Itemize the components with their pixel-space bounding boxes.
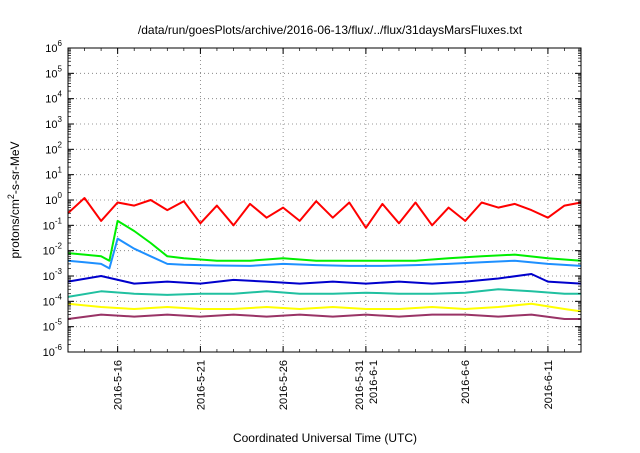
y-tick-label-exponent: 3 — [58, 115, 63, 124]
y-axis-label-post: -s-sr-MeV — [8, 141, 22, 194]
y-tick-label-exponent: 6 — [58, 39, 63, 48]
y-tick-label: 104 — [45, 90, 62, 106]
y-tick-label-exponent: -1 — [55, 216, 63, 225]
y-tick-label-exponent: -5 — [55, 318, 63, 327]
y-tick-label: 103 — [45, 115, 62, 131]
y-tick-label: 10-4 — [43, 292, 63, 308]
y-tick-label-base: 10 — [43, 322, 55, 334]
y-tick-label: 10-2 — [43, 242, 63, 258]
y-tick-label: 105 — [45, 64, 62, 80]
series-line-4 — [67, 273, 582, 285]
y-tick-label-exponent: -3 — [55, 267, 63, 276]
chart-title: /data/run/goesPlots/archive/2016-06-13/f… — [138, 23, 523, 37]
y-tick-label-exponent: -4 — [55, 292, 63, 301]
series-line-1 — [67, 197, 582, 229]
y-tick-label: 10-5 — [43, 318, 63, 334]
y-tick-label: 101 — [45, 166, 62, 182]
gridlines — [68, 48, 581, 352]
series-line-5 — [67, 288, 581, 298]
y-tick-label: 106 — [45, 39, 62, 55]
y-tick-label: 10-1 — [43, 216, 63, 232]
y-tick-label: 102 — [45, 140, 62, 156]
y-tick-label-base: 10 — [43, 220, 55, 232]
y-tick-label-exponent: 0 — [58, 191, 63, 200]
y-tick-label-base: 10 — [45, 43, 57, 55]
y-tick-label: 10-3 — [43, 267, 63, 283]
ticks — [68, 47, 581, 353]
y-tick-label-base: 10 — [43, 271, 55, 283]
y-tick-label-base: 10 — [43, 347, 55, 359]
y-tick-label-base: 10 — [45, 68, 57, 80]
x-tick-label: 2016-5-31 — [354, 360, 366, 410]
y-tick-label-base: 10 — [45, 119, 57, 131]
x-tick-label: 2016-6-1 — [368, 360, 380, 404]
y-tick-label-exponent: -6 — [55, 343, 63, 352]
y-axis-label-sup: 2 — [6, 194, 16, 199]
y-tick-label-exponent: 4 — [58, 90, 63, 99]
x-tick-label: 2016-6-6 — [460, 360, 472, 404]
x-axis-label: Coordinated Universal Time (UTC) — [233, 431, 417, 445]
x-tick-label: 2016-6-11 — [543, 360, 555, 409]
series-line-7 — [67, 313, 581, 320]
series-line-2 — [67, 219, 582, 262]
y-tick-label-base: 10 — [45, 170, 57, 182]
x-tick-label: 2016-5-26 — [278, 360, 290, 410]
y-axis-label: protons/cm2-s-sr-MeV — [6, 141, 22, 258]
y-tick-label-base: 10 — [43, 246, 55, 258]
y-tick-label-exponent: -2 — [55, 242, 63, 251]
y-tick-label-base: 10 — [45, 144, 57, 156]
series-layer — [67, 197, 582, 320]
x-tick-labels: 2016-5-16 2016-5-21 2016-5-26 2016-5-31 2016… — [113, 360, 555, 410]
y-tick-label-base: 10 — [45, 195, 57, 207]
y-tick-label-exponent: 5 — [58, 64, 63, 73]
y-tick-label-exponent: 2 — [58, 140, 63, 149]
y-tick-label-base: 10 — [45, 94, 57, 106]
x-tick-label: 2016-5-16 — [113, 360, 125, 410]
x-tick-label: 2016-5-21 — [195, 360, 207, 410]
series-line-3 — [67, 237, 582, 270]
series-line-6 — [67, 302, 582, 313]
y-tick-labels: 10-610-510-410-310-210-11001011021031041… — [43, 39, 63, 359]
y-tick-label: 10-6 — [43, 343, 63, 359]
y-tick-label-exponent: 1 — [58, 166, 63, 175]
y-tick-label-base: 10 — [43, 296, 55, 308]
y-tick-label: 100 — [45, 191, 62, 207]
y-axis-label-pre: protons/cm — [8, 199, 22, 258]
